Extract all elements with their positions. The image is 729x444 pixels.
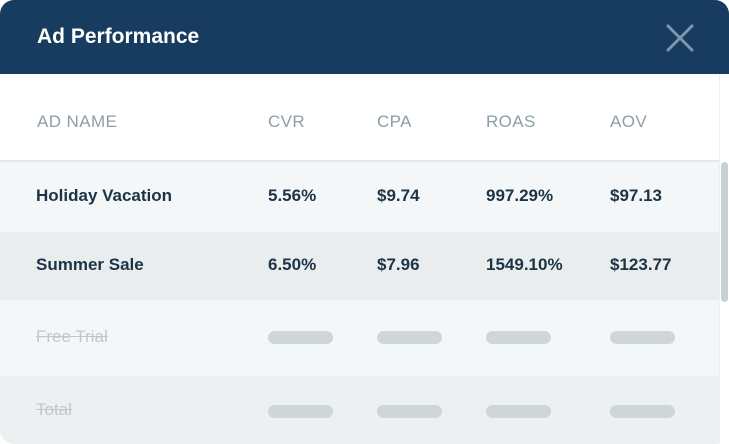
loading-placeholder — [486, 331, 551, 344]
table-row-total[interactable]: Total — [0, 376, 719, 444]
aov-cell: $97.13 — [610, 186, 662, 205]
ad-name-cell: Holiday Vacation — [36, 186, 173, 205]
cvr-cell: 5.56% — [268, 186, 317, 205]
table-row[interactable]: Holiday Vacation 5.56% $9.74 997.29% $97… — [0, 162, 719, 232]
loading-placeholder — [268, 405, 333, 418]
cpa-cell: $9.74 — [377, 186, 420, 205]
loading-placeholder — [268, 331, 333, 344]
cvr-cell: 6.50% — [268, 255, 317, 274]
loading-placeholder — [610, 331, 675, 344]
column-header-cvr[interactable]: CVR — [268, 112, 306, 131]
column-header-aov[interactable]: AOV — [610, 112, 648, 131]
table-header-row: AD NAME CVR CPA ROAS AOV — [0, 74, 719, 162]
close-icon — [666, 24, 694, 52]
column-header-roas[interactable]: ROAS — [486, 112, 536, 131]
column-header-ad-name[interactable]: AD NAME — [37, 112, 118, 131]
panel-header: Ad Performance — [0, 0, 729, 74]
aov-cell: $123.77 — [610, 255, 672, 274]
roas-cell: 1549.10% — [486, 255, 563, 274]
ad-name-cell: Free Trial — [36, 327, 108, 346]
column-header-cpa[interactable]: CPA — [377, 112, 412, 131]
loading-placeholder — [610, 405, 675, 418]
cpa-cell: $7.96 — [377, 255, 420, 274]
ad-name-cell: Summer Sale — [36, 255, 144, 274]
roas-cell: 997.29% — [486, 186, 554, 205]
performance-table: AD NAME CVR CPA ROAS AOV Holiday Vacatio… — [0, 74, 719, 444]
panel-title: Ad Performance — [37, 25, 200, 48]
vertical-scrollbar[interactable] — [719, 74, 729, 444]
loading-placeholder — [377, 331, 442, 344]
loading-placeholder — [377, 405, 442, 418]
table-row[interactable]: Summer Sale 6.50% $7.96 1549.10% $123.77 — [0, 232, 719, 300]
table-row[interactable]: Free Trial — [0, 300, 719, 376]
close-button[interactable] — [664, 22, 696, 54]
scrollbar-thumb[interactable] — [721, 162, 728, 302]
ad-name-cell: Total — [36, 400, 72, 419]
loading-placeholder — [486, 405, 551, 418]
